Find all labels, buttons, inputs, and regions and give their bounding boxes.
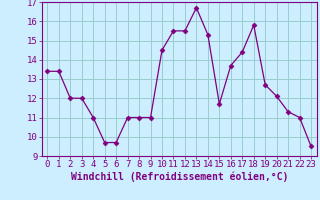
X-axis label: Windchill (Refroidissement éolien,°C): Windchill (Refroidissement éolien,°C) — [70, 172, 288, 182]
